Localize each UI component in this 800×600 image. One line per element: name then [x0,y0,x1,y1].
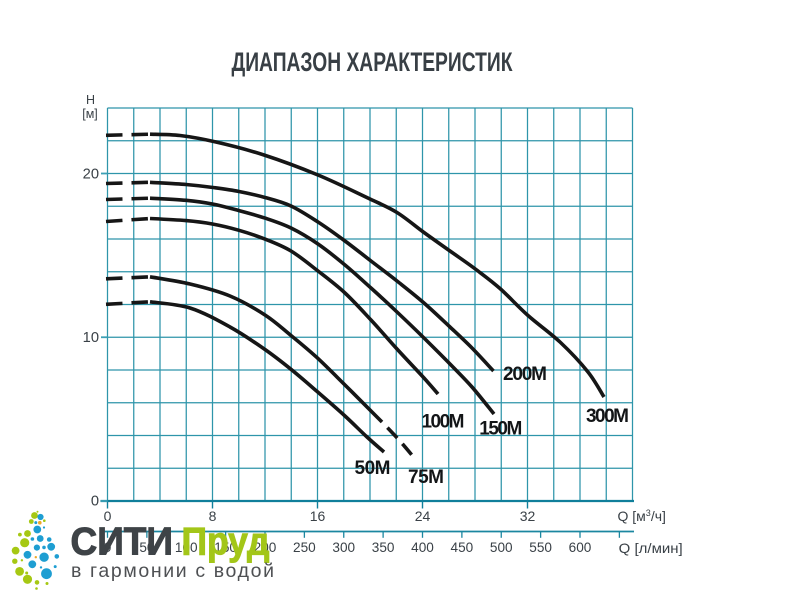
svg-text:0: 0 [91,494,99,510]
svg-text:в гармонии с водой: в гармонии с водой [71,560,274,582]
svg-text:20: 20 [83,167,99,183]
svg-text:150: 150 [214,540,237,555]
svg-text:Q [л/мин]: Q [л/мин] [619,540,683,556]
svg-text:300M: 300M [586,406,629,427]
svg-text:150M: 150M [479,419,522,440]
svg-text:100M: 100M [422,412,465,433]
svg-text:8: 8 [209,508,217,524]
svg-text:300: 300 [332,540,355,555]
svg-text:50M: 50M [355,458,391,479]
svg-text:350: 350 [372,540,395,555]
svg-text:[м]: [м] [82,107,98,121]
svg-text:0: 0 [104,508,112,524]
svg-text:400: 400 [411,540,434,555]
svg-text:450: 450 [451,540,474,555]
svg-text:200M: 200M [503,364,547,385]
svg-text:Q [м3/ч]: Q [м3/ч] [618,508,666,524]
svg-text:0: 0 [104,540,112,555]
svg-text:100: 100 [175,540,198,555]
svg-text:75M: 75M [408,467,444,488]
svg-text:550: 550 [529,540,552,555]
svg-text:ДИАПАЗОН ХАРАКТЕРИСТИК: ДИАПАЗОН ХАРАКТЕРИСТИК [232,47,514,77]
svg-text:Пруд: Пруд [182,521,270,564]
svg-text:32: 32 [520,508,536,524]
svg-text:10: 10 [83,330,99,346]
svg-text:250: 250 [293,540,316,555]
svg-text:200: 200 [254,540,277,555]
svg-text:500: 500 [490,540,513,555]
svg-text:H: H [86,93,95,107]
svg-text:24: 24 [415,508,431,524]
svg-text:600: 600 [569,540,592,555]
svg-text:СИТИ: СИТИ [71,521,174,564]
svg-text:50: 50 [139,540,155,555]
svg-text:16: 16 [310,508,326,524]
